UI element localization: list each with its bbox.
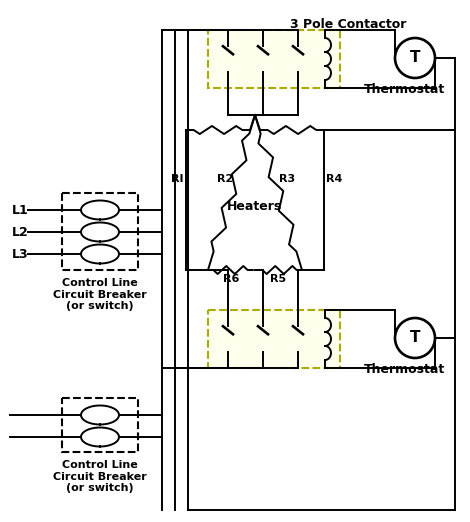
Text: L3: L3 xyxy=(12,247,29,260)
Text: 3 Pole Contactor: 3 Pole Contactor xyxy=(290,18,407,31)
Text: Control Line
Circuit Breaker
(or switch): Control Line Circuit Breaker (or switch) xyxy=(53,278,147,311)
Text: Thermostat: Thermostat xyxy=(364,83,446,96)
Text: R5: R5 xyxy=(270,274,286,284)
FancyBboxPatch shape xyxy=(208,310,340,368)
FancyBboxPatch shape xyxy=(62,398,138,452)
Text: Control Line
Circuit Breaker
(or switch): Control Line Circuit Breaker (or switch) xyxy=(53,460,147,493)
Text: T: T xyxy=(410,51,420,65)
Text: L2: L2 xyxy=(12,226,29,239)
FancyBboxPatch shape xyxy=(208,30,340,88)
Text: L1: L1 xyxy=(12,204,29,217)
Text: RI: RI xyxy=(172,174,184,184)
Text: T: T xyxy=(410,330,420,346)
Text: Thermostat: Thermostat xyxy=(364,363,446,376)
Text: R4: R4 xyxy=(326,174,342,184)
FancyBboxPatch shape xyxy=(62,193,138,270)
Text: R2: R2 xyxy=(217,174,233,184)
Text: R6: R6 xyxy=(223,274,239,284)
Text: R3: R3 xyxy=(279,174,295,184)
Text: Heaters: Heaters xyxy=(227,200,282,213)
